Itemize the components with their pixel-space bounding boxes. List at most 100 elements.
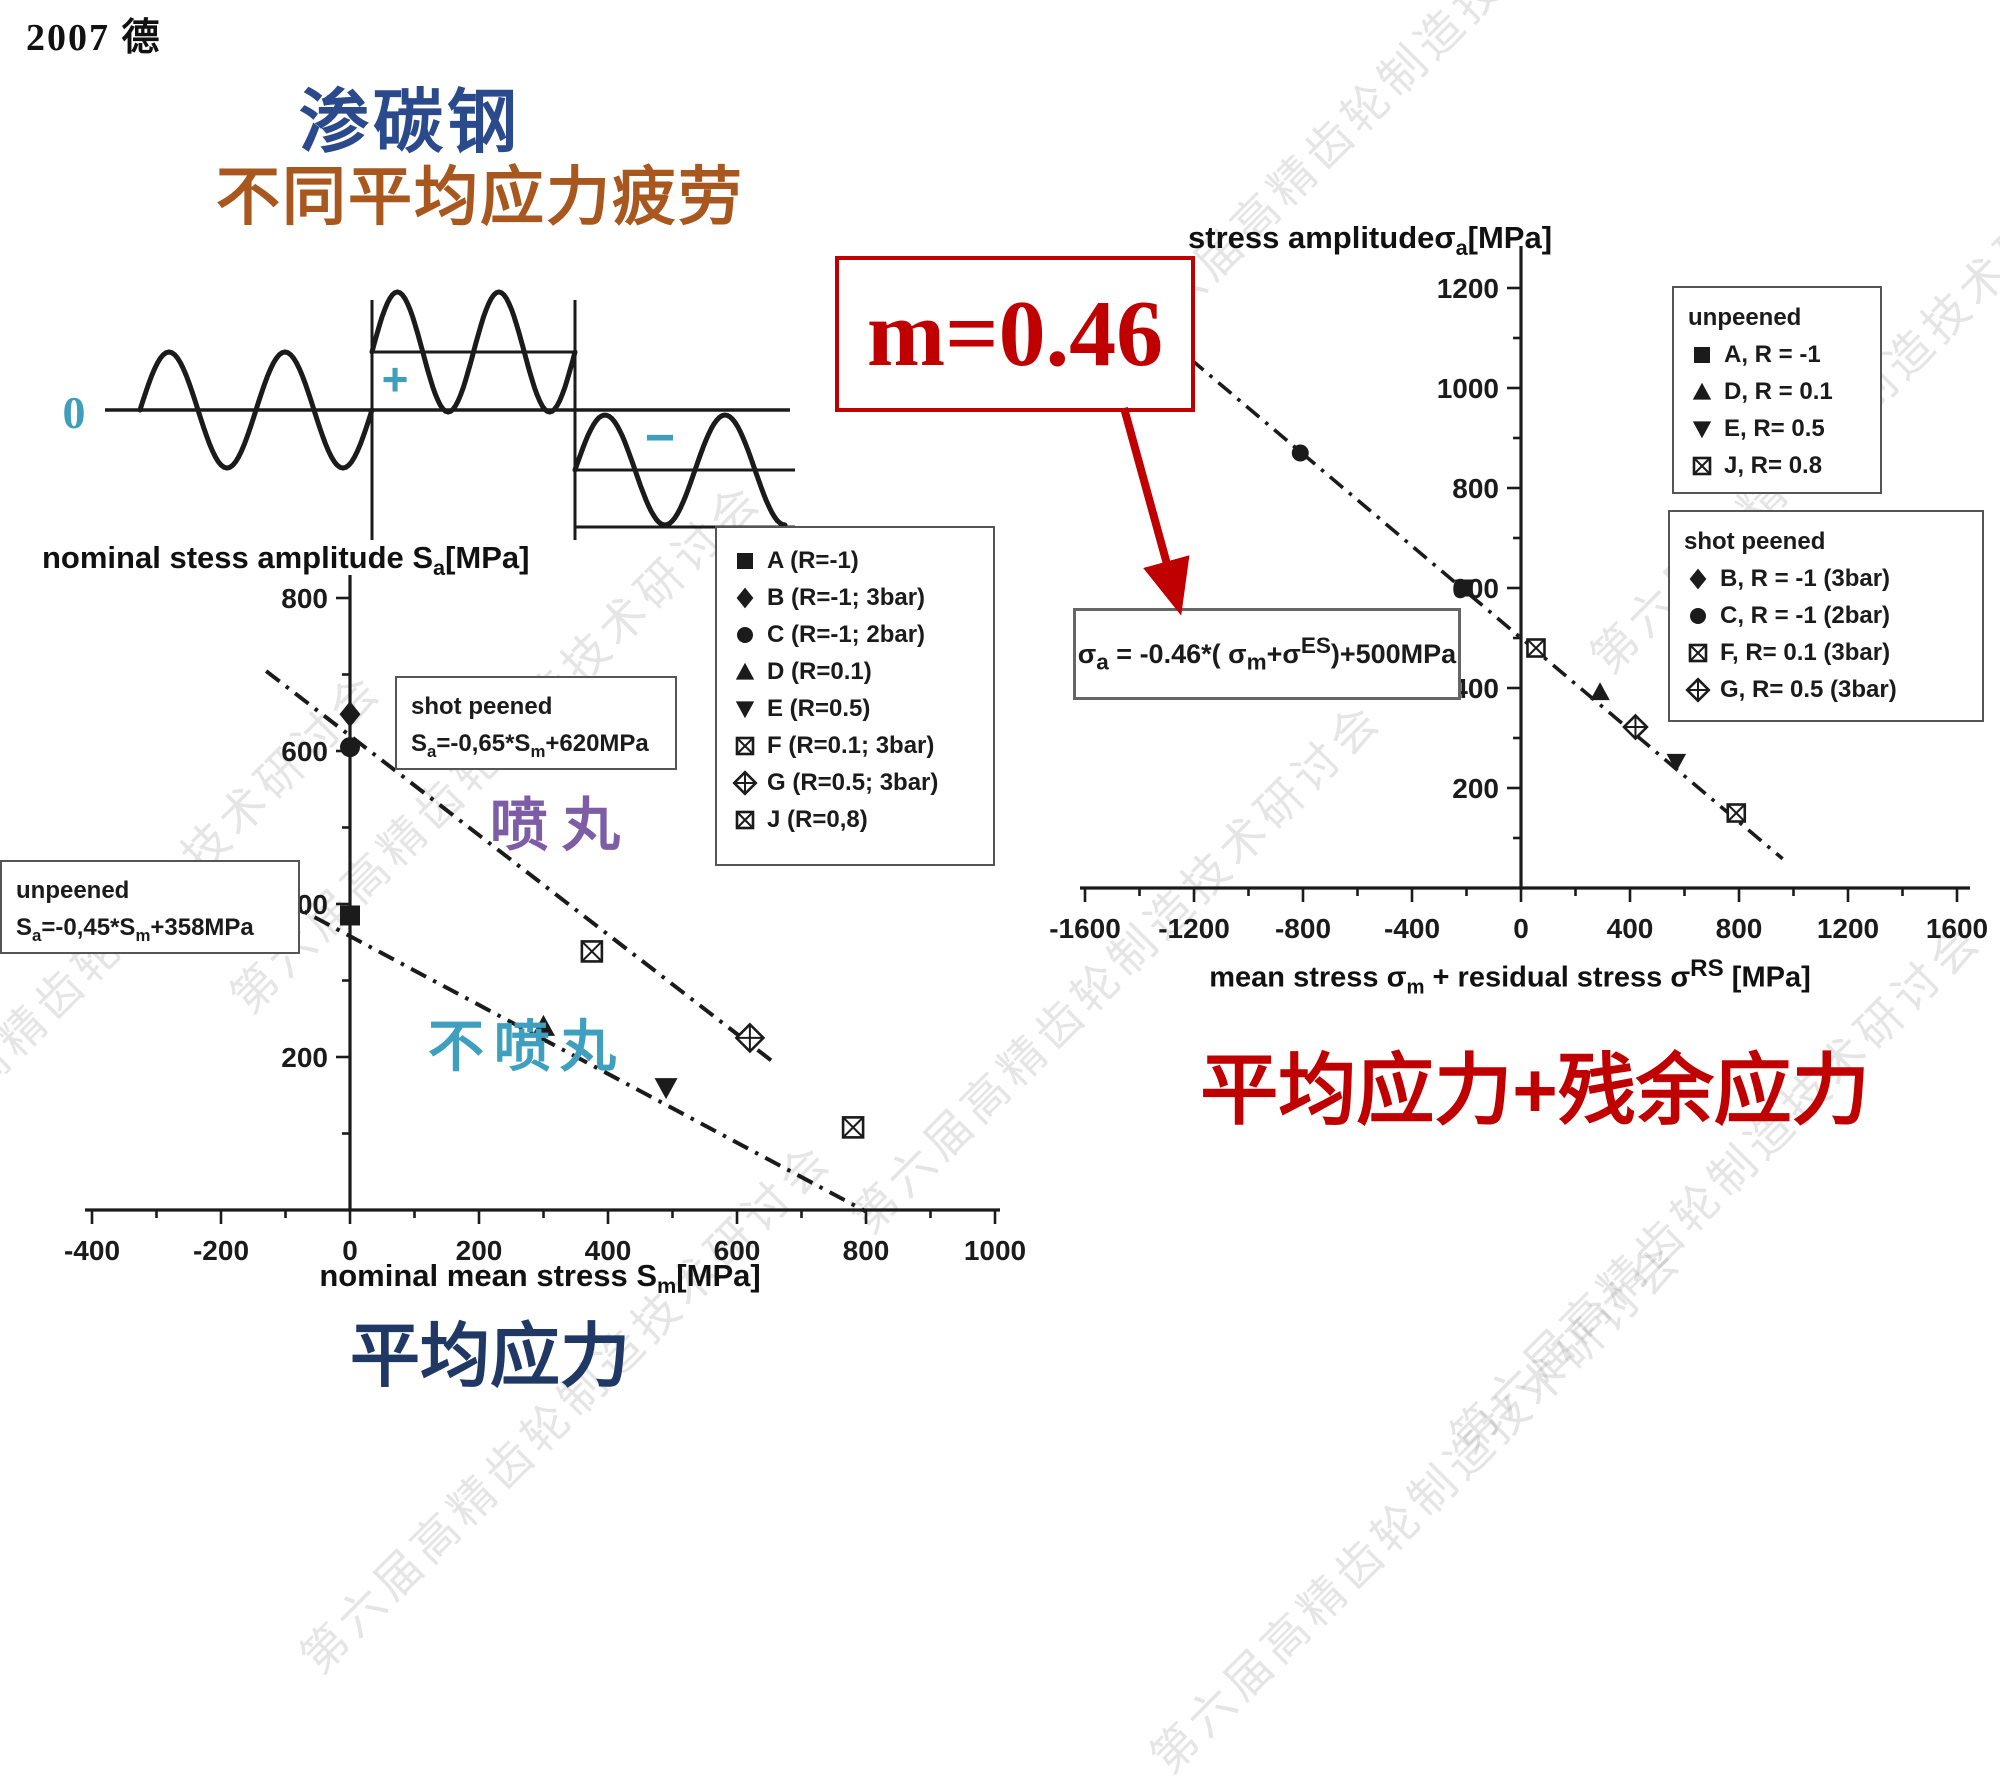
tick-label: 200	[281, 1042, 328, 1073]
legend-marker-circle	[1690, 607, 1706, 624]
legend-item: C (R=-1; 2bar)	[731, 616, 983, 653]
data-point-square-x	[1526, 638, 1546, 658]
caption-mean-plus-residual-stress: 平均应力+残余应力	[1200, 1046, 1870, 1134]
legend-label: D, R = 0.1	[1724, 377, 1833, 405]
legend-item: E, R= 0.5	[1688, 410, 1870, 447]
legend-group-title: shot peened	[1684, 528, 1826, 555]
left-chart-title: nominal stess amplitude Sa[MPa]	[42, 540, 530, 581]
data-point-triangle-up	[1692, 382, 1712, 400]
right-points	[1291, 444, 1747, 823]
tick-label: 200	[1452, 773, 1499, 804]
data-point-triangle-up	[1590, 682, 1610, 701]
slide-header-year: 2007 德	[26, 17, 162, 59]
data-point-square-x	[1692, 456, 1712, 475]
left-chart-legend: A (R=-1) B (R=-1; 3bar) C (R=-1; 2bar) D (R…	[715, 526, 995, 866]
data-point-circle	[737, 626, 753, 643]
unpeened-fit-formula: Sa=-0,45*Sm+358MPa	[16, 914, 254, 945]
legend-label: B, R = -1 (3bar)	[1720, 564, 1891, 592]
right-axes: -1600 -1200 -800 -400 0 400 800 1200 16002004006…	[1049, 246, 1988, 944]
legend-marker-diamond	[1689, 568, 1707, 589]
data-point-diamond-plus	[1622, 713, 1649, 741]
data-point-square-x	[735, 810, 755, 829]
data-point-diamond	[339, 701, 361, 728]
legend-label: B (R=-1; 3bar)	[767, 583, 926, 611]
legend-item: G (R=0.5; 3bar)	[731, 764, 983, 801]
legend-marker-triangle-up	[735, 662, 755, 680]
tick-label: -1200	[1158, 913, 1230, 944]
legend-marker-square	[1694, 346, 1710, 363]
tick-label: 600	[714, 1235, 761, 1266]
tick-label: -400	[1384, 913, 1440, 944]
tick-label: 800	[843, 1235, 890, 1266]
legend-label: G, R= 0.5 (3bar)	[1720, 675, 1897, 703]
watermark-text: 第六届高精齿轮制造技术研讨会	[1140, 1231, 1692, 1784]
legend-item: C, R = -1 (2bar)	[1684, 597, 1972, 634]
legend-item: B (R=-1; 3bar)	[731, 579, 983, 616]
data-point-square-x	[580, 940, 604, 963]
slope-callout-box: m=0.46	[835, 256, 1195, 412]
tick-label: 0	[342, 1235, 358, 1266]
data-point-triangle-up	[735, 662, 755, 680]
legend-label: C (R=-1; 2bar)	[767, 620, 926, 648]
data-point-triangle-up	[532, 1014, 555, 1036]
legend-group-title: unpeened	[1688, 304, 1802, 331]
legend-item: D, R = 0.1	[1688, 373, 1870, 410]
legend-item: F, R= 0.1 (3bar)	[1684, 634, 1972, 671]
data-point-triangle-down	[735, 700, 755, 718]
legend-label: F (R=0.1; 3bar)	[767, 731, 935, 759]
unpeened-fit-box: unpeened Sa=-0,45*Sm+358MPa	[0, 860, 300, 954]
legend-item: J, R= 0.8	[1688, 447, 1870, 484]
fit-line	[1105, 287, 1784, 861]
tick-label: 600	[281, 736, 328, 767]
tick-label: 1200	[1437, 273, 1499, 304]
data-point-square-x	[1726, 803, 1747, 823]
shot-peened-fit-title: shot peened	[411, 693, 553, 720]
data-point-square-x	[735, 736, 755, 755]
tick-label: 0	[1513, 913, 1529, 944]
legend-label: E (R=0.5)	[767, 694, 871, 722]
tick-label: 800	[281, 583, 328, 614]
legend-label: G (R=0.5; 3bar)	[767, 768, 939, 796]
tick-label: 800	[1452, 473, 1499, 504]
data-point-diamond	[736, 587, 754, 608]
waveform-minus-label: −	[645, 409, 675, 467]
shot-peened-fit-formula: Sa=-0,65*Sm+620MPa	[411, 730, 649, 761]
data-point-diamond	[1689, 568, 1707, 589]
tick-label: -1600	[1049, 913, 1121, 944]
data-point-square	[1455, 579, 1473, 597]
stress-waveform-diagram: 0 + −	[63, 289, 795, 540]
legend-marker-triangle-down	[1692, 420, 1712, 438]
data-point-circle	[1291, 444, 1309, 462]
right-chart-canvas: -1600 -1200 -800 -400 0 400 800 1200 16002004006…	[1049, 246, 1988, 944]
legend-marker-square	[737, 552, 753, 569]
legend-label: J, R= 0.8	[1724, 451, 1823, 479]
data-point-square	[737, 552, 753, 569]
fit-formula-text: σa = -0.46*( σm+σES)+500MPa	[1077, 632, 1457, 675]
tick-label: 400	[585, 1235, 632, 1266]
left-fit-lines	[249, 669, 867, 1214]
legend-item: G, R= 0.5 (3bar)	[1684, 671, 1972, 708]
data-point-triangle-down	[654, 1078, 678, 1100]
arrow-shaft	[1120, 406, 1190, 616]
data-point-square	[1694, 346, 1710, 363]
right-fit-lines	[1105, 287, 1784, 861]
shot-peened-zh-label: 喷丸	[490, 793, 635, 858]
data-point-square	[340, 905, 360, 926]
legend-marker-square-x	[1692, 456, 1712, 475]
tick-label: 1000	[1437, 373, 1499, 404]
tick-label: -200	[193, 1235, 249, 1266]
data-point-diamond-plus	[734, 1022, 766, 1054]
data-point-triangle-down	[1666, 753, 1687, 772]
tick-label: 1600	[1926, 913, 1988, 944]
data-point-square-x	[841, 1116, 865, 1139]
right-chart-title: stress amplitudeσa[MPa]	[1188, 220, 1553, 261]
tick-label: 1000	[964, 1235, 1026, 1266]
waveform-strokes	[105, 289, 795, 540]
legend-marker-triangle-down	[735, 700, 755, 718]
data-point-diamond-plus	[732, 769, 758, 796]
legend-item: D (R=0.1)	[731, 653, 983, 690]
waveform-zero-label: 0	[63, 387, 86, 438]
tick-label: 1200	[1817, 913, 1879, 944]
legend-marker-diamond	[736, 587, 754, 608]
